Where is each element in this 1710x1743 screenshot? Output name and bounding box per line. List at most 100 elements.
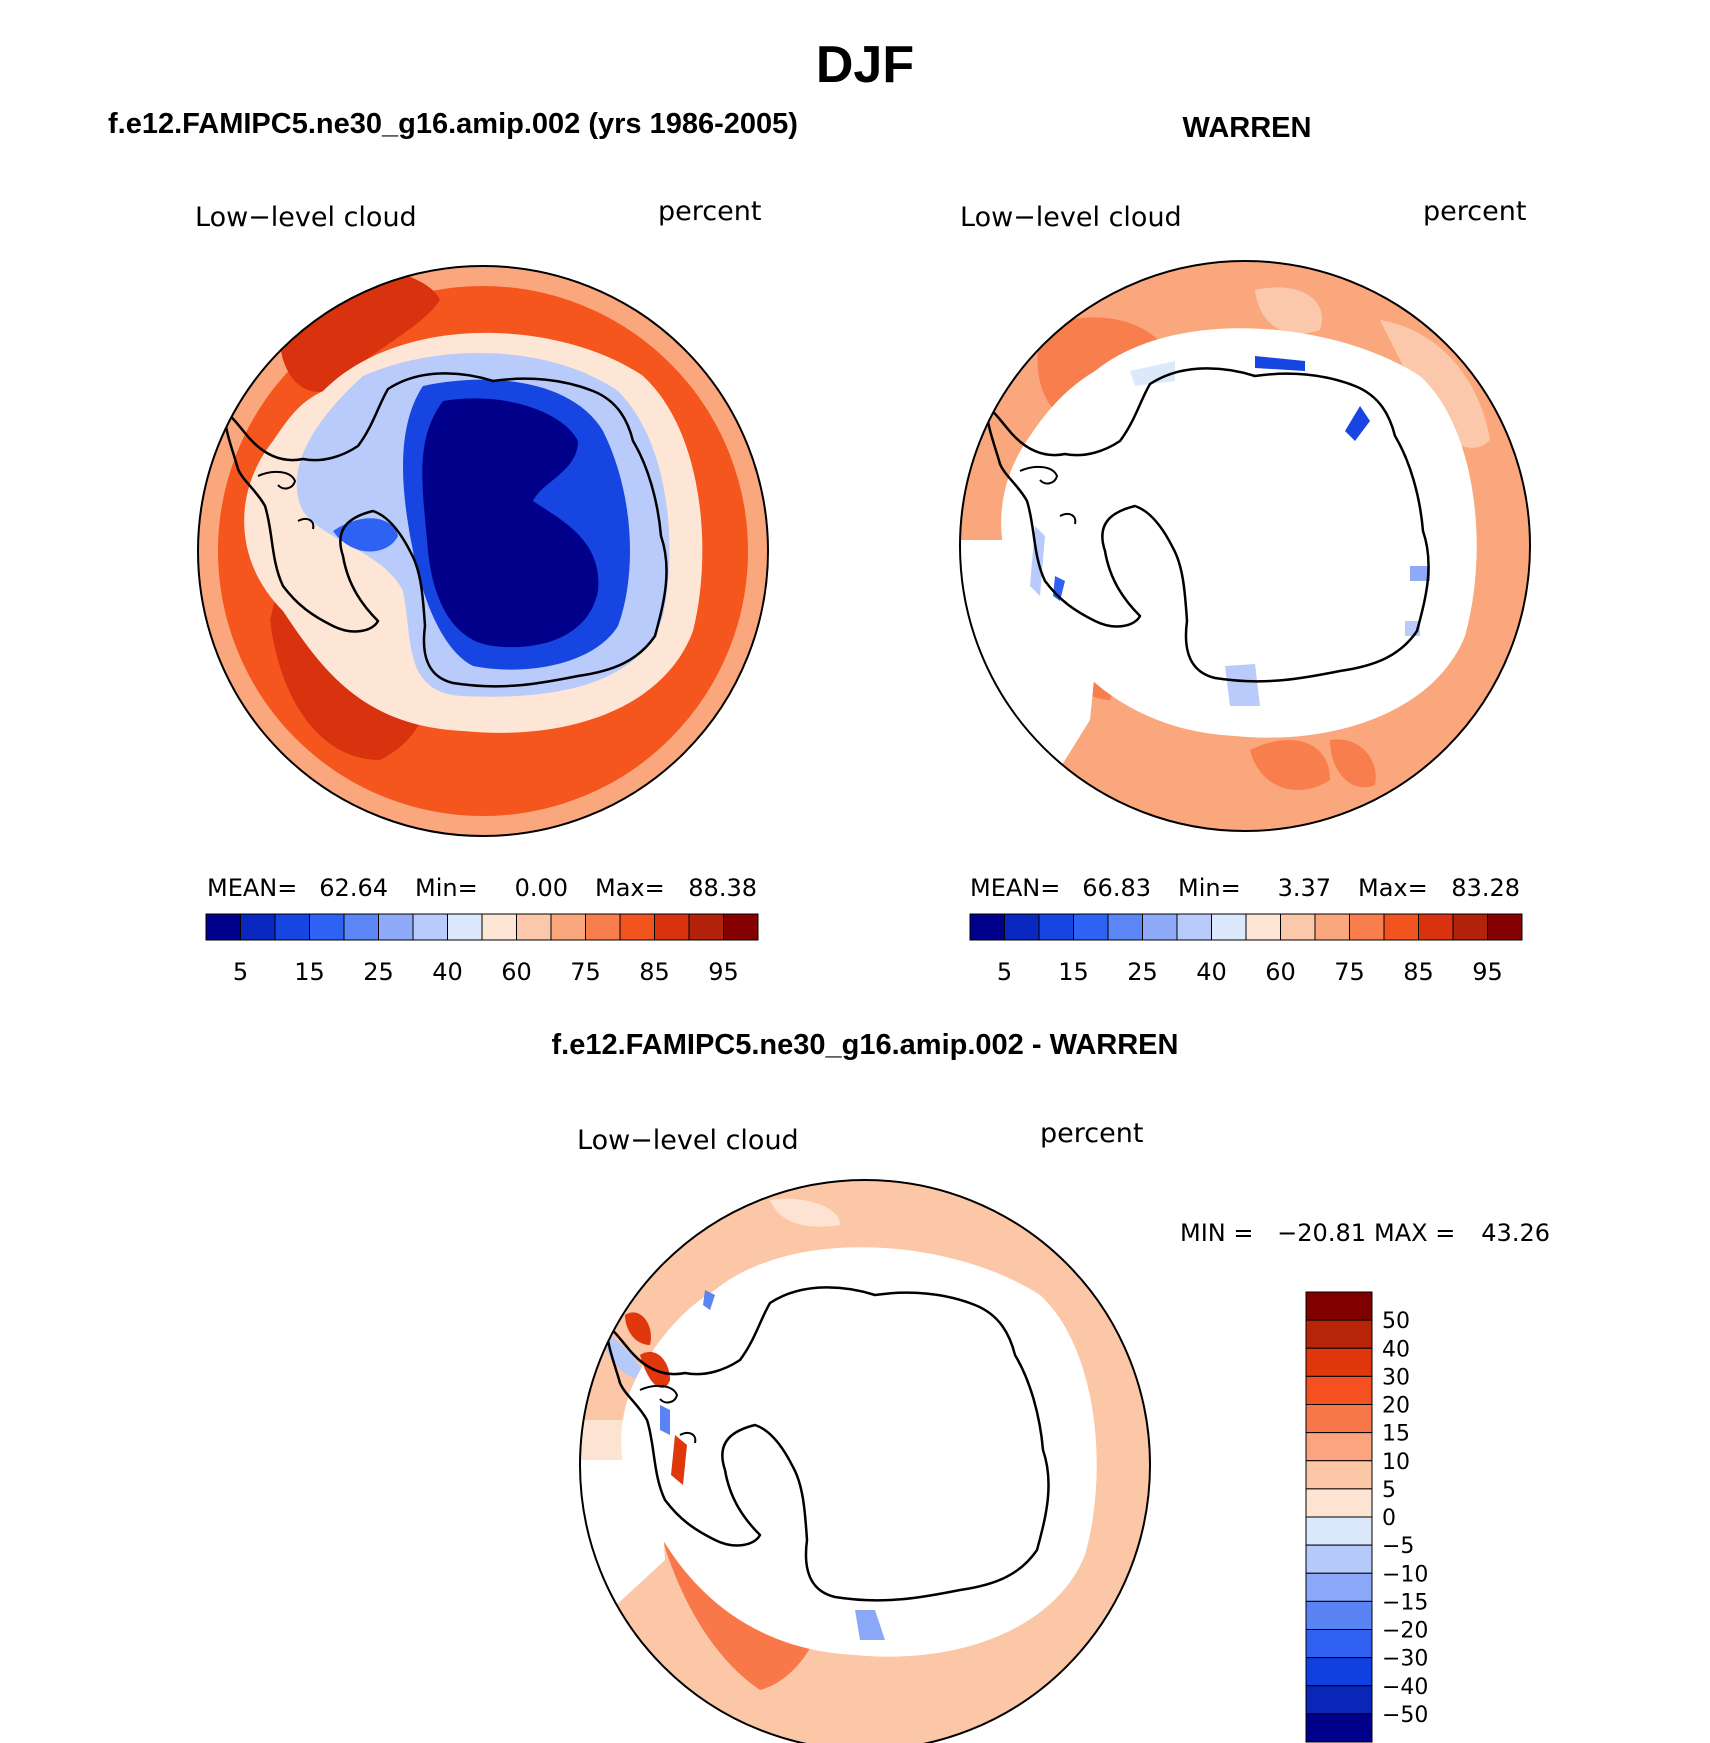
main-title: DJF	[816, 36, 914, 94]
panel-obs-variable: Low−level cloud	[960, 202, 1182, 233]
panel-diff-variable: Low−level cloud	[577, 1125, 799, 1156]
colorbar-swatch	[1349, 913, 1385, 941]
panel-obs-colorbar	[969, 913, 1523, 941]
colorbar-swatch	[205, 913, 241, 941]
colorbar-swatch	[1305, 1432, 1373, 1462]
panel-model-heading: f.e12.FAMIPC5.ne30_g16.amip.002 (yrs 198…	[108, 108, 798, 140]
panel-diff-map-border	[579, 1179, 1151, 1743]
colorbar-swatch	[1305, 1291, 1373, 1321]
panel-obs-min-label: Min=	[1178, 874, 1241, 902]
panel-model-map-border	[197, 265, 769, 837]
colorbar-swatch	[447, 913, 483, 941]
panel-diff-max-value: 43.26	[1481, 1219, 1550, 1247]
colorbar-swatch	[1176, 913, 1212, 941]
panel-diff-heading: f.e12.FAMIPC5.ne30_g16.amip.002 - WARREN	[552, 1029, 1179, 1061]
colorbar-swatch	[1107, 913, 1143, 941]
colorbar-tick-label: 85	[639, 958, 670, 986]
colorbar-swatch	[1245, 913, 1281, 941]
colorbar-swatch	[412, 913, 448, 941]
colorbar-tick-label: 60	[501, 958, 532, 986]
colorbar-tick-label: 40	[1382, 1337, 1410, 1362]
panel-model-colorbar	[205, 913, 759, 941]
colorbar-tick-label: 5	[1382, 1478, 1396, 1503]
panel-diff-map	[580, 1180, 1150, 1743]
panel-model-colorbar-ticks: 5 15 25 40 60 75 85 95	[233, 958, 739, 986]
panel-model-stats: MEAN= 62.64 Min= 0.00 Max= 88.38	[207, 874, 757, 902]
colorbar-tick-label: 15	[1382, 1422, 1410, 1447]
colorbar-swatch	[1142, 913, 1178, 941]
colorbar-swatch	[274, 913, 310, 941]
colorbar-tick-label: −5	[1382, 1534, 1414, 1559]
colorbar-swatch	[1305, 1600, 1373, 1630]
panel-obs-mean-label: MEAN=	[970, 874, 1060, 902]
colorbar-tick-label: 85	[1403, 958, 1434, 986]
panel-obs-units: percent	[1423, 196, 1526, 227]
panel-obs-max-value: 83.28	[1451, 874, 1520, 902]
panel-model-max-value: 88.38	[688, 874, 757, 902]
panel-obs-min-value: 3.37	[1278, 874, 1331, 902]
colorbar-swatch	[343, 913, 379, 941]
colorbar-swatch	[1314, 913, 1350, 941]
colorbar-tick-label: −50	[1382, 1703, 1428, 1728]
colorbar-swatch	[1211, 913, 1247, 941]
colorbar-tick-label: 25	[1127, 958, 1158, 986]
colorbar-swatch	[585, 913, 621, 941]
panel-obs: WARREN Low−level cloud percent	[959, 112, 1531, 986]
colorbar-swatch	[516, 913, 552, 941]
colorbar-swatch	[654, 913, 690, 941]
colorbar-swatch	[1305, 1404, 1373, 1434]
colorbar-swatch	[309, 913, 345, 941]
panel-diff-min-value: −20.81	[1277, 1219, 1366, 1247]
colorbar-tick-label: 5	[997, 958, 1012, 986]
panel-diff-units: percent	[1040, 1118, 1143, 1149]
panel-diff-min-label: MIN =	[1180, 1219, 1253, 1247]
panel-model-min-value: 0.00	[515, 874, 568, 902]
colorbar-tick-label: 75	[1334, 958, 1365, 986]
colorbar-tick-label: −15	[1382, 1590, 1428, 1615]
colorbar-tick-label: 20	[1382, 1394, 1410, 1419]
colorbar-swatch	[1487, 913, 1523, 941]
panel-obs-stats: MEAN= 66.83 Min= 3.37 Max= 83.28	[970, 874, 1520, 902]
panel-obs-heading: WARREN	[1183, 112, 1312, 144]
colorbar-tick-label: 25	[363, 958, 394, 986]
colorbar-tick-label: 60	[1265, 958, 1296, 986]
panel-obs-mean-value: 66.83	[1082, 874, 1151, 902]
panel-model-units: percent	[658, 196, 761, 227]
colorbar-tick-label: 50	[1382, 1309, 1410, 1334]
colorbar-tick-label: −20	[1382, 1619, 1428, 1644]
colorbar-swatch	[1305, 1347, 1373, 1377]
colorbar-swatch	[1038, 913, 1074, 941]
panel-model: f.e12.FAMIPC5.ne30_g16.amip.002 (yrs 198…	[108, 108, 798, 986]
colorbar-swatch	[1073, 913, 1109, 941]
colorbar-swatch	[481, 913, 517, 941]
colorbar-tick-label: −40	[1382, 1675, 1428, 1700]
colorbar-tick-label: 5	[233, 958, 248, 986]
colorbar-swatch	[1305, 1685, 1373, 1715]
panel-diff-max-label: MAX =	[1374, 1219, 1455, 1247]
panel-diff: f.e12.FAMIPC5.ne30_g16.amip.002 - WARREN…	[552, 1029, 1550, 1743]
colorbar-swatch	[378, 913, 414, 941]
colorbar-tick-label: −10	[1382, 1562, 1428, 1587]
colorbar-tick-label: 10	[1382, 1450, 1410, 1475]
panel-model-mean-label: MEAN=	[207, 874, 297, 902]
colorbar-swatch	[619, 913, 655, 941]
panel-obs-max-label: Max=	[1358, 874, 1428, 902]
panel-diff-colorbar	[1305, 1291, 1373, 1743]
colorbar-swatch	[1305, 1629, 1373, 1659]
colorbar-swatch	[1305, 1713, 1373, 1743]
colorbar-swatch	[1305, 1516, 1373, 1546]
panel-obs-colorbar-ticks: 5 15 25 40 60 75 85 95	[997, 958, 1503, 986]
colorbar-tick-label: 15	[294, 958, 325, 986]
colorbar-tick-label: 30	[1382, 1365, 1410, 1390]
panel-model-min-label: Min=	[415, 874, 478, 902]
colorbar-tick-label: 15	[1058, 958, 1089, 986]
colorbar-tick-label: −30	[1382, 1647, 1428, 1672]
panel-model-variable: Low−level cloud	[195, 202, 417, 233]
panel-diff-stats: MIN = −20.81 MAX = 43.26	[1180, 1219, 1550, 1247]
colorbar-tick-label: 75	[570, 958, 601, 986]
colorbar-swatch	[1305, 1460, 1373, 1490]
colorbar-tick-label: 95	[1472, 958, 1503, 986]
colorbar-swatch	[723, 913, 759, 941]
